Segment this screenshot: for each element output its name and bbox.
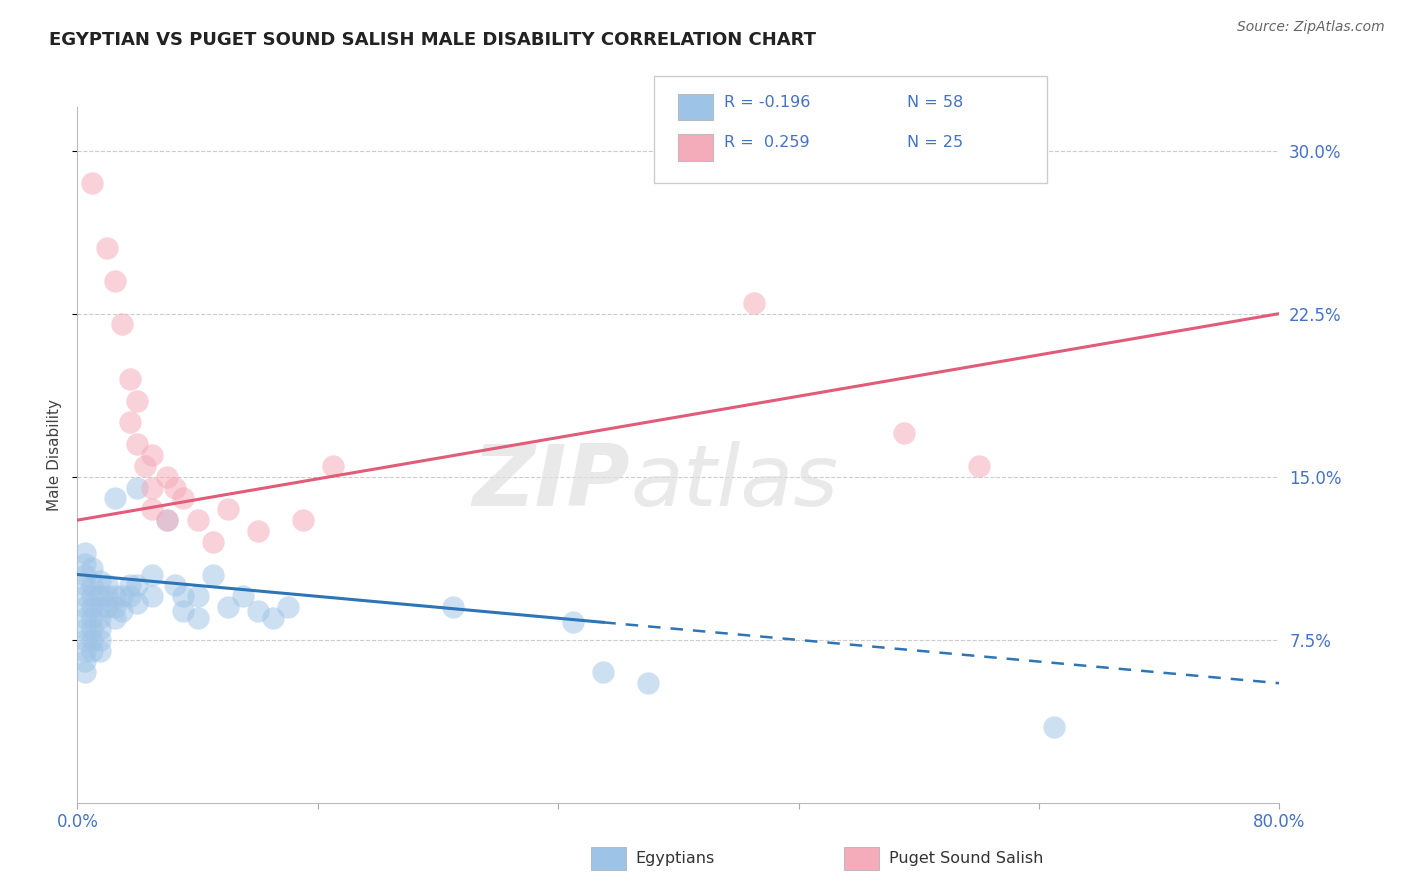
Text: Egyptians: Egyptians bbox=[636, 851, 714, 865]
Point bbox=[96, 578, 118, 592]
Point bbox=[96, 589, 118, 603]
Point bbox=[141, 481, 163, 495]
Point bbox=[893, 426, 915, 441]
Point bbox=[73, 546, 96, 560]
Point bbox=[187, 611, 209, 625]
Point bbox=[322, 458, 344, 473]
Point bbox=[201, 567, 224, 582]
Point bbox=[82, 176, 104, 190]
Point bbox=[232, 589, 254, 603]
Point bbox=[104, 611, 127, 625]
Point bbox=[73, 578, 96, 592]
Text: Source: ZipAtlas.com: Source: ZipAtlas.com bbox=[1237, 20, 1385, 34]
Point bbox=[82, 589, 104, 603]
Point bbox=[141, 502, 163, 516]
Point bbox=[111, 589, 134, 603]
Point bbox=[89, 643, 111, 657]
Point bbox=[82, 632, 104, 647]
Text: ZIP: ZIP bbox=[472, 442, 630, 524]
Point bbox=[441, 600, 464, 615]
Text: R =  0.259: R = 0.259 bbox=[724, 136, 810, 150]
Point bbox=[172, 589, 194, 603]
Point bbox=[156, 469, 179, 483]
Point bbox=[73, 622, 96, 636]
Text: atlas: atlas bbox=[630, 442, 838, 524]
Point bbox=[82, 611, 104, 625]
Point bbox=[111, 605, 134, 619]
Point bbox=[89, 611, 111, 625]
Point bbox=[104, 600, 127, 615]
Point bbox=[89, 589, 111, 603]
Point bbox=[742, 295, 765, 310]
Point bbox=[127, 437, 149, 451]
Point bbox=[187, 589, 209, 603]
Point bbox=[217, 600, 239, 615]
Point bbox=[111, 318, 134, 332]
Point bbox=[141, 589, 163, 603]
Point bbox=[1043, 720, 1066, 734]
Point bbox=[89, 600, 111, 615]
Point bbox=[89, 574, 111, 588]
Point bbox=[262, 611, 284, 625]
Point bbox=[163, 481, 186, 495]
Point bbox=[73, 567, 96, 582]
Point bbox=[89, 632, 111, 647]
Point bbox=[73, 632, 96, 647]
Point bbox=[73, 589, 96, 603]
Point bbox=[96, 600, 118, 615]
Text: Puget Sound Salish: Puget Sound Salish bbox=[889, 851, 1043, 865]
Point bbox=[246, 605, 269, 619]
Text: EGYPTIAN VS PUGET SOUND SALISH MALE DISABILITY CORRELATION CHART: EGYPTIAN VS PUGET SOUND SALISH MALE DISA… bbox=[49, 31, 817, 49]
Point bbox=[73, 665, 96, 680]
Point bbox=[201, 535, 224, 549]
Point bbox=[73, 600, 96, 615]
Point bbox=[277, 600, 299, 615]
Point bbox=[73, 611, 96, 625]
Point bbox=[156, 513, 179, 527]
Point bbox=[172, 491, 194, 506]
Point bbox=[127, 578, 149, 592]
Point bbox=[187, 513, 209, 527]
Point bbox=[118, 589, 141, 603]
Point bbox=[73, 557, 96, 571]
Point bbox=[73, 655, 96, 669]
Point bbox=[637, 676, 659, 690]
Point bbox=[82, 643, 104, 657]
Point bbox=[141, 567, 163, 582]
Point bbox=[127, 393, 149, 408]
Point bbox=[246, 524, 269, 538]
Point bbox=[82, 578, 104, 592]
Point bbox=[82, 600, 104, 615]
Point bbox=[82, 561, 104, 575]
Point bbox=[118, 578, 141, 592]
Point bbox=[291, 513, 314, 527]
Point bbox=[217, 502, 239, 516]
Point bbox=[592, 665, 614, 680]
Text: N = 25: N = 25 bbox=[907, 136, 963, 150]
Point bbox=[156, 513, 179, 527]
Text: N = 58: N = 58 bbox=[907, 95, 963, 110]
Point bbox=[118, 415, 141, 429]
Point bbox=[562, 615, 585, 630]
Point bbox=[118, 372, 141, 386]
Point bbox=[89, 622, 111, 636]
Point bbox=[73, 643, 96, 657]
Point bbox=[127, 596, 149, 610]
Point bbox=[967, 458, 990, 473]
Point bbox=[104, 274, 127, 288]
Point bbox=[96, 241, 118, 255]
Point bbox=[172, 605, 194, 619]
Text: R = -0.196: R = -0.196 bbox=[724, 95, 810, 110]
Point bbox=[134, 458, 156, 473]
Point bbox=[163, 578, 186, 592]
Point bbox=[104, 491, 127, 506]
Point bbox=[141, 448, 163, 462]
Point bbox=[104, 589, 127, 603]
Point bbox=[127, 481, 149, 495]
Point bbox=[82, 622, 104, 636]
Y-axis label: Male Disability: Male Disability bbox=[46, 399, 62, 511]
